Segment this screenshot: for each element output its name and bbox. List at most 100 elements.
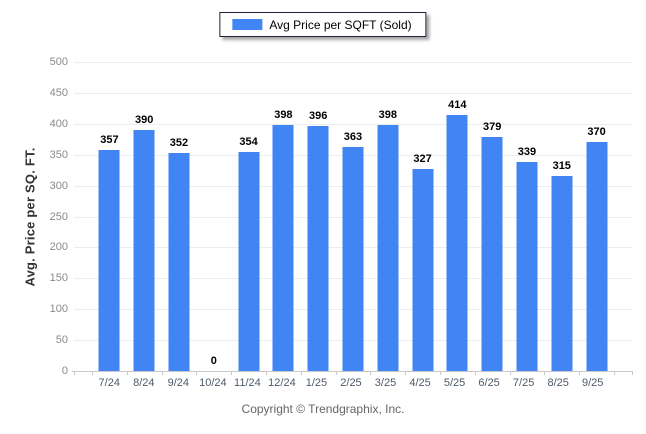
bar	[342, 146, 364, 371]
bar	[307, 126, 329, 371]
x-tickmark	[126, 371, 128, 375]
x-axis-label: 8/24	[133, 377, 155, 389]
x-axis-label: 3/25	[374, 377, 397, 389]
bar	[98, 150, 120, 371]
y-tick-label: 150	[49, 272, 68, 285]
x-tickmark	[632, 371, 633, 375]
bar	[377, 125, 399, 371]
bar-value-label: 390	[135, 113, 154, 126]
chart-legend: Avg Price per SQFT (Sold)	[219, 12, 427, 37]
y-tick-label: 450	[49, 86, 68, 99]
bar-value-label: 414	[448, 99, 467, 112]
bar	[168, 153, 190, 371]
y-tick-label: 500	[49, 56, 68, 68]
bar-category: 363	[336, 62, 371, 371]
x-tickmark	[161, 371, 163, 375]
gridline	[74, 123, 632, 125]
bar-value-label: 354	[239, 136, 258, 149]
bar-category: 398	[370, 62, 405, 371]
bar-value-label: 352	[169, 137, 189, 150]
x-tickmark	[335, 371, 337, 375]
bar	[516, 161, 538, 371]
bar-value-label: 396	[308, 110, 328, 123]
x-tickmark	[266, 371, 267, 375]
x-tickmark	[440, 371, 441, 375]
bar-value-label: 0	[210, 355, 217, 367]
x-axis-labels: 7/24 8/24 9/24 10/24 11/24 12/24 1/25 2/25 3/25 4…	[92, 377, 610, 389]
legend-label: Avg Price per SQFT (Sold)	[269, 17, 412, 32]
copyright-text: Copyright © Trendgraphix, Inc.	[241, 402, 405, 416]
bar	[481, 136, 503, 371]
x-axis-label: 9/25	[581, 377, 604, 389]
y-tick-label: 250	[49, 210, 68, 223]
bar	[551, 176, 573, 371]
bar-category: 339	[510, 62, 545, 371]
bar-category: 352	[162, 62, 197, 371]
x-tickmark	[509, 371, 511, 375]
x-tickmark	[405, 371, 407, 375]
x-axis-line	[72, 371, 632, 372]
x-tickmark	[370, 371, 372, 375]
bar-category: 315	[544, 62, 579, 371]
x-tickmark	[579, 371, 581, 375]
x-tickmark	[231, 371, 233, 375]
x-tickmark	[300, 371, 302, 375]
bar-category: 379	[475, 62, 510, 371]
x-tickmark	[92, 371, 93, 375]
bar-value-label: 339	[517, 145, 537, 158]
bar-value-label: 398	[378, 109, 397, 122]
bar-value-label: 379	[482, 120, 502, 133]
y-tick-label: 400	[49, 117, 68, 130]
gridline	[74, 62, 632, 63]
x-axis-label: 1/25	[305, 377, 328, 389]
x-axis-label: 11/24	[234, 377, 261, 389]
legend-swatch-icon	[232, 19, 263, 30]
bar-category: 0	[196, 62, 231, 371]
bar	[272, 125, 294, 371]
x-axis-label: 9/24	[167, 377, 190, 389]
bar-value-label: 370	[587, 126, 606, 139]
bars-band: 357 390 352 0 354 398 396 363 398 327 414 379 339 315…	[92, 62, 614, 371]
x-axis-label: 8/25	[547, 377, 569, 389]
bar	[238, 152, 260, 371]
x-tickmark	[614, 371, 615, 375]
bar-value-label: 357	[100, 134, 119, 147]
bar-category: 390	[127, 62, 162, 371]
x-tickmark	[74, 371, 75, 375]
bar-category: 327	[405, 62, 440, 371]
plot-area: 0 50 100 150 200 250 300 350 400 450 500 357 390 352…	[50, 56, 633, 377]
x-tickmark	[196, 371, 198, 375]
bar-category: 396	[301, 62, 336, 371]
bar-value-label: 315	[552, 160, 571, 173]
bar-category: 398	[266, 62, 301, 371]
y-tick-label: 350	[49, 148, 68, 161]
bar-category: 354	[231, 62, 266, 371]
bar-value-label: 363	[343, 130, 363, 143]
y-tick-label: 0	[61, 365, 68, 377]
x-axis-label: 5/25	[443, 377, 466, 389]
bar-category: 414	[440, 62, 475, 371]
y-tick-label: 50	[55, 334, 68, 347]
bar-value-label: 327	[413, 152, 432, 165]
bar-category: 357	[92, 62, 127, 371]
bar-value-label: 398	[274, 109, 293, 122]
y-tick-label: 300	[49, 179, 68, 192]
bar	[412, 168, 434, 371]
x-axis-label: 7/25	[512, 377, 535, 389]
x-axis-label: 10/24	[199, 377, 227, 389]
bar	[133, 129, 155, 371]
x-axis-label: 4/25	[409, 377, 431, 389]
bar	[586, 142, 608, 371]
bar-category: 370	[579, 62, 614, 371]
y-tick-label: 200	[49, 241, 68, 254]
x-tickmark	[474, 371, 476, 375]
x-tickmark	[544, 371, 546, 375]
x-axis-label: 12/24	[268, 377, 296, 389]
x-axis-label: 6/25	[478, 377, 500, 389]
x-axis-label: 2/25	[340, 377, 362, 389]
bar	[446, 115, 468, 371]
gridline	[74, 92, 632, 94]
x-axis-label: 7/24	[98, 377, 120, 389]
y-tick-label: 100	[49, 303, 68, 316]
